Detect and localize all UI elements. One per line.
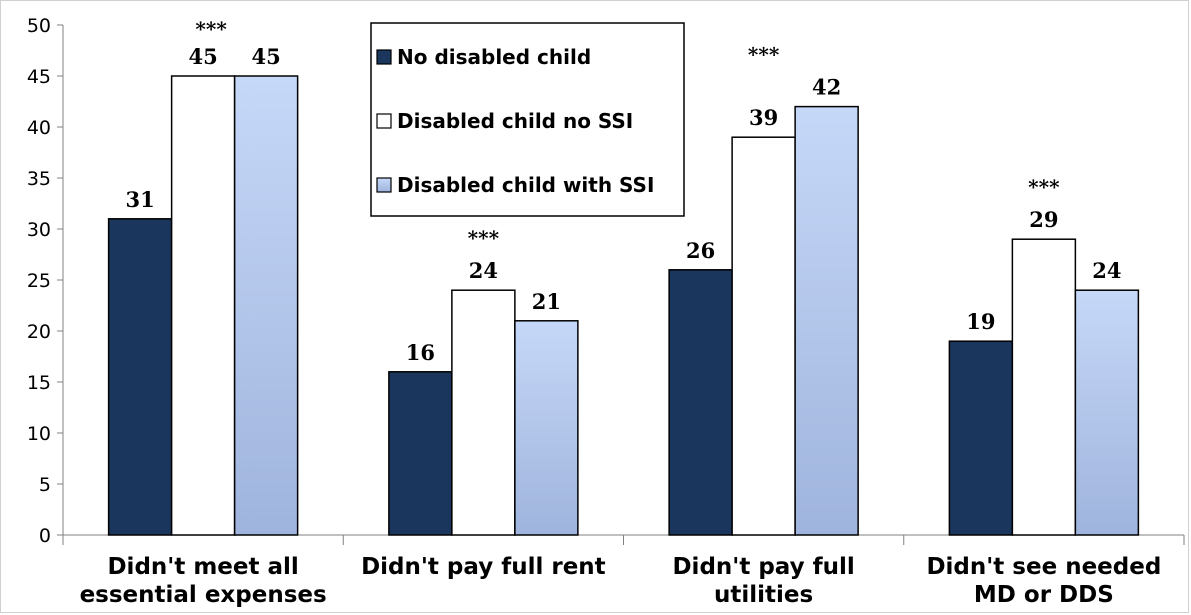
- bar: [388, 371, 453, 536]
- bar: [233, 75, 299, 536]
- legend-swatch: [376, 177, 392, 193]
- category-label: Didn't pay full: [672, 554, 854, 580]
- data-label: 24: [1092, 258, 1121, 283]
- category-label: Didn't see needed: [926, 554, 1161, 580]
- bar: [170, 75, 236, 536]
- bar: [107, 218, 173, 536]
- data-label: 45: [189, 44, 218, 69]
- legend-swatch: [376, 49, 392, 65]
- bar: [514, 320, 579, 536]
- bar: [794, 105, 859, 536]
- y-tick-label: 30: [27, 219, 51, 241]
- legend-label: No disabled child: [397, 45, 591, 69]
- data-label: 16: [406, 340, 435, 365]
- data-label: 39: [749, 105, 778, 130]
- data-label: 19: [966, 309, 995, 334]
- category-label: essential expenses: [80, 582, 327, 608]
- axes: 0 5 10 15 20 25 30 35 40 45 50 Didn't meet allessen…: [27, 15, 1185, 608]
- legend-swatch: [376, 113, 392, 129]
- bar: [1011, 238, 1077, 536]
- y-tick-label: 0: [39, 525, 51, 547]
- significance-marker: ***: [195, 17, 227, 41]
- y-tick-label: 20: [27, 321, 51, 343]
- data-label: 24: [469, 258, 498, 283]
- category-label: utilities: [714, 582, 813, 608]
- y-tick-label: 50: [27, 15, 51, 37]
- bar: [731, 136, 796, 536]
- y-tick-label: 5: [39, 474, 51, 496]
- category-label: MD or DDS: [974, 582, 1114, 608]
- y-tick-label: 45: [27, 66, 51, 88]
- y-tick-label: 35: [27, 168, 51, 190]
- category-label: Didn't pay full rent: [361, 554, 606, 580]
- bar: [451, 289, 516, 536]
- y-tick-label: 40: [27, 117, 51, 139]
- bar: [948, 340, 1014, 536]
- bars: [107, 75, 1140, 536]
- significance-marker: ***: [1028, 175, 1060, 199]
- legend-box: [370, 22, 685, 217]
- significance-marker: ***: [468, 226, 500, 250]
- data-label: 29: [1029, 207, 1058, 232]
- significance-marker: ***: [748, 43, 780, 67]
- bar: [668, 269, 733, 536]
- category-label: Didn't meet all: [107, 554, 298, 580]
- data-label: 42: [812, 75, 841, 100]
- data-label: 26: [686, 238, 715, 263]
- data-labels: 31 45 45 *** 16 24 21 *** 26 39 42 *** 19 29 24 ***: [126, 17, 1122, 365]
- legend: No disabled child Disabled child no SSI Di…: [370, 22, 685, 217]
- data-label: 21: [532, 289, 561, 314]
- bar: [1074, 289, 1140, 536]
- y-tick-label: 10: [27, 423, 51, 445]
- legend-label: Disabled child with SSI: [397, 173, 654, 197]
- data-label: 31: [126, 187, 155, 212]
- y-tick-label: 25: [27, 270, 51, 292]
- y-tick-label: 15: [27, 372, 51, 394]
- data-label: 45: [252, 44, 281, 69]
- legend-label: Disabled child no SSI: [397, 109, 633, 133]
